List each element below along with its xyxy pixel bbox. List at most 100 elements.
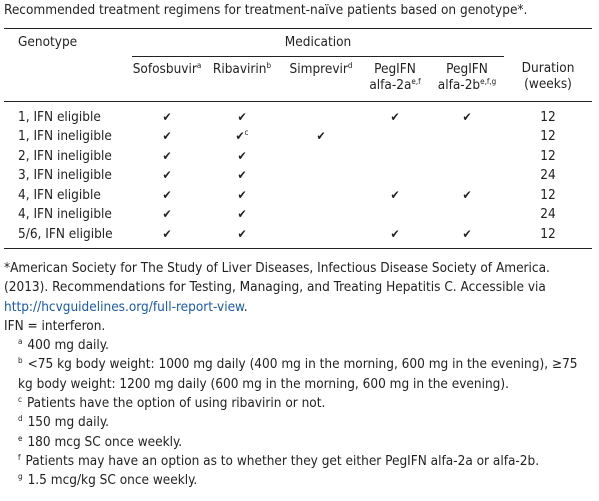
column-header-line: Simprevir xyxy=(289,60,348,77)
footnote: g 1.5 mcg/kg SC once weekly. xyxy=(4,471,594,490)
footnote: b <75 kg body weight: 1000 mg daily (400 … xyxy=(4,355,594,394)
duration-cell: 12 xyxy=(540,225,556,242)
check-mark: ✔ xyxy=(237,226,247,241)
check-mark: ✔ xyxy=(162,148,172,163)
duration-cell: 12 xyxy=(540,128,556,144)
source-note: *American Society for The Study of Liver… xyxy=(4,259,594,317)
footnote-mark: g xyxy=(18,472,23,482)
footnote-mark: f xyxy=(18,452,21,462)
check-mark: ✔ xyxy=(237,148,247,163)
medication-cell: ✔ xyxy=(132,205,202,225)
table-title: Recommended treatment regimens for treat… xyxy=(4,2,528,18)
medication-cell: ✔ xyxy=(202,147,282,167)
duration-header-line: Duration xyxy=(521,60,575,76)
medication-cell: ✔ xyxy=(360,225,430,249)
genotype-cell: 3, IFN ineligible xyxy=(18,167,112,183)
medication-cell xyxy=(430,166,504,186)
medication-cell xyxy=(282,166,360,186)
check-mark: ✔ xyxy=(162,109,172,124)
check-mark: ✔ xyxy=(462,187,472,202)
footnote-text: <75 kg body weight: 1000 mg daily (400 m… xyxy=(18,356,578,392)
column-header-line: PegIFN xyxy=(446,60,488,77)
medication-cell: ✔ xyxy=(360,186,430,206)
footnote-list: a 400 mg daily. b <75 kg body weight: 1000 … xyxy=(4,336,594,490)
medication-cell xyxy=(282,147,360,167)
footnote: f Patients may have an option as to wheth… xyxy=(4,452,594,471)
check-mark: ✔ xyxy=(237,187,247,202)
check-mark: ✔ xyxy=(237,109,247,124)
column-footnote-mark: a xyxy=(196,60,202,70)
column-header: PegIFN alfa-2ae,f xyxy=(360,56,430,101)
medication-cell: ✔ xyxy=(430,101,504,127)
footnote-text: 150 mg daily. xyxy=(27,414,110,431)
check-mark: ✔ xyxy=(237,207,247,221)
medication-cell: ✔ xyxy=(430,225,504,249)
check-mark: ✔ xyxy=(316,129,326,143)
column-header-line: alfa-2b xyxy=(437,76,481,93)
footnote-text: Patients may have an option as to whethe… xyxy=(25,452,540,469)
column-header-line: alfa-2a xyxy=(369,76,412,93)
duration-cell: 12 xyxy=(540,108,556,125)
column-header-line: Sofosbuvir xyxy=(132,60,197,77)
check-mark: ✔ xyxy=(162,168,172,182)
check-mark: ✔ xyxy=(162,226,172,241)
check-mark: ✔ xyxy=(390,226,400,241)
column-footnote-mark: b xyxy=(266,60,272,70)
footnote-mark: e xyxy=(18,433,23,443)
source-end: . xyxy=(243,298,248,315)
table-head: Genotype Medication Sofosbuvira Ribavirin… xyxy=(4,28,593,102)
duration-cell: 12 xyxy=(540,147,556,164)
table-row: 2, IFN ineligible ✔ ✔ 12 xyxy=(4,147,592,167)
medication-cell xyxy=(430,147,504,167)
footnote-mark: b xyxy=(18,356,23,366)
column-header-line: PegIFN xyxy=(374,60,416,77)
check-mark: ✔ xyxy=(237,168,247,182)
medication-cell: ✔ xyxy=(430,186,504,206)
table-row: 3, IFN ineligible ✔ ✔ 24 xyxy=(4,166,592,186)
table-body: 1, IFN eligible ✔ ✔ ✔ ✔ 12 1, IFN ineligible ✔ ✔… xyxy=(4,101,593,249)
table-row: 1, IFN ineligible ✔ ✔c ✔ 12 xyxy=(4,127,592,147)
genotype-cell: 2, IFN ineligible xyxy=(18,147,112,164)
table-row: 4, IFN ineligible ✔ ✔ 24 xyxy=(4,205,592,225)
medication-cell xyxy=(430,205,504,225)
medication-cell xyxy=(282,186,360,206)
column-header-line: Ribavirin xyxy=(212,60,267,77)
medication-cell xyxy=(360,147,430,167)
duration-cell: 24 xyxy=(540,167,556,183)
medication-cell xyxy=(430,127,504,147)
footnote-mark: c xyxy=(18,395,22,405)
medication-cell: ✔ xyxy=(282,127,360,147)
check-mark: ✔ xyxy=(162,187,172,202)
check-mark: ✔ xyxy=(462,226,472,241)
check-mark: ✔ xyxy=(162,129,172,143)
duration-header: Duration (weeks) xyxy=(504,56,592,101)
cell-footnote-mark: c xyxy=(244,128,249,137)
genotype-cell: 5/6, IFN eligible xyxy=(18,225,113,242)
medication-cell xyxy=(282,225,360,249)
check-mark: ✔ xyxy=(390,109,400,124)
footnotes: *American Society for The Study of Liver… xyxy=(4,259,594,491)
genotype-cell: 1, IFN ineligible xyxy=(18,128,112,144)
medication-cell xyxy=(360,166,430,186)
table-row: 1, IFN eligible ✔ ✔ ✔ ✔ 12 xyxy=(4,101,592,127)
footnote-text: 180 mcg SC once weekly. xyxy=(27,433,183,450)
genotype-cell: 4, IFN eligible xyxy=(18,186,101,203)
column-header: Simprevird xyxy=(282,56,360,101)
medication-cell: ✔ xyxy=(132,127,202,147)
table-row: 4, IFN eligible ✔ ✔ ✔ ✔ 12 xyxy=(4,186,592,206)
medication-cell: ✔ xyxy=(132,101,202,127)
footnote: a 400 mg daily. xyxy=(4,336,594,355)
footnote-text: Patients have the option of using ribavi… xyxy=(26,395,326,412)
genotype-cell: 1, IFN eligible xyxy=(18,108,101,125)
source-link[interactable]: http://hcvguidelines.org/full-report-vie… xyxy=(4,298,244,315)
column-footnote-mark: e,f,g xyxy=(480,76,497,86)
medication-cell: ✔ xyxy=(202,101,282,127)
footnote: e 180 mcg SC once weekly. xyxy=(4,433,594,452)
medication-cell: ✔ xyxy=(202,166,282,186)
duration-cell: 12 xyxy=(540,186,556,203)
medication-cell xyxy=(282,101,360,127)
column-header: PegIFN alfa-2be,f,g xyxy=(430,56,504,101)
footnote-mark: d xyxy=(18,414,23,424)
spacer xyxy=(504,29,592,57)
